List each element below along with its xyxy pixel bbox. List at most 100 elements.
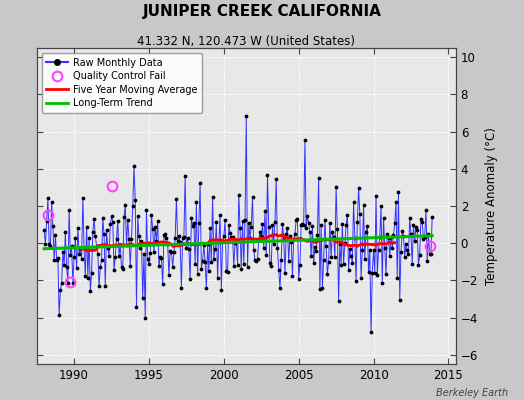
Point	[265, 224, 273, 230]
Point	[81, 273, 90, 280]
Point	[237, 266, 245, 272]
Point	[238, 217, 247, 224]
Point	[359, 202, 368, 208]
Point	[315, 286, 324, 292]
Point	[52, 257, 61, 263]
Point	[230, 262, 238, 269]
Point	[364, 269, 373, 275]
Point	[121, 202, 129, 208]
Point	[211, 246, 219, 252]
Point	[269, 241, 278, 247]
Point	[172, 196, 181, 202]
Point	[394, 189, 402, 196]
Point	[65, 207, 73, 213]
Point	[201, 259, 209, 265]
Point	[416, 252, 424, 258]
Point	[197, 266, 205, 272]
Point	[266, 260, 274, 266]
Point	[380, 245, 389, 252]
Point	[321, 217, 329, 224]
Point	[338, 220, 346, 227]
Point	[331, 254, 339, 260]
Point	[76, 245, 84, 251]
Point	[213, 275, 222, 281]
Point	[89, 229, 97, 236]
Point	[196, 180, 204, 186]
Point	[369, 246, 378, 253]
Point	[225, 222, 233, 228]
Point	[215, 239, 223, 245]
Point	[179, 235, 187, 242]
Point	[302, 225, 310, 232]
Point	[282, 231, 290, 237]
Point	[181, 173, 189, 180]
Point	[424, 230, 433, 237]
Point	[50, 257, 58, 264]
Point	[152, 238, 161, 244]
Point	[160, 232, 168, 239]
Point	[205, 268, 213, 274]
Y-axis label: Temperature Anomaly (°C): Temperature Anomaly (°C)	[485, 127, 498, 285]
Point	[202, 285, 211, 292]
Text: Berkeley Earth: Berkeley Earth	[436, 388, 508, 398]
Point	[278, 220, 287, 227]
Point	[118, 266, 127, 272]
Point	[45, 241, 53, 248]
Point	[191, 261, 199, 267]
Point	[239, 260, 248, 267]
Point	[427, 250, 435, 257]
Point	[354, 185, 363, 191]
Point	[151, 224, 159, 230]
Point	[428, 214, 436, 220]
Point	[91, 233, 100, 239]
Point	[378, 280, 387, 286]
Point	[330, 234, 338, 240]
Point	[203, 241, 212, 247]
Point	[69, 280, 77, 286]
Point	[173, 238, 182, 245]
Point	[132, 303, 140, 310]
Point	[255, 237, 263, 244]
Point	[174, 233, 183, 240]
Point	[79, 194, 87, 201]
Point	[108, 218, 117, 225]
Point	[107, 213, 116, 220]
Point	[287, 238, 296, 245]
Point	[346, 246, 354, 252]
Point	[318, 285, 326, 291]
Point	[199, 258, 207, 264]
Point	[390, 220, 399, 226]
Point	[110, 267, 118, 273]
Point	[166, 248, 174, 254]
Point	[138, 294, 147, 301]
Point	[190, 219, 198, 226]
Point	[403, 247, 411, 254]
Point	[137, 238, 146, 244]
Point	[289, 236, 298, 242]
Point	[388, 244, 397, 251]
Point	[301, 137, 309, 143]
Point	[367, 329, 375, 336]
Point	[317, 222, 325, 228]
Point	[281, 270, 289, 276]
Point	[140, 250, 148, 257]
Point	[101, 283, 110, 290]
Point	[111, 254, 119, 260]
Point	[276, 285, 284, 291]
Point	[291, 231, 299, 237]
Point	[337, 262, 345, 268]
Point	[341, 240, 349, 246]
Point	[131, 196, 139, 203]
Point	[233, 261, 242, 268]
Point	[157, 255, 166, 262]
Point	[143, 206, 151, 213]
Point	[373, 272, 381, 278]
Point	[379, 214, 388, 221]
Point	[112, 236, 121, 242]
Point	[274, 245, 282, 251]
Point	[413, 226, 421, 233]
Point	[162, 235, 171, 242]
Point	[146, 250, 155, 257]
Point	[74, 225, 82, 231]
Point	[231, 240, 239, 246]
